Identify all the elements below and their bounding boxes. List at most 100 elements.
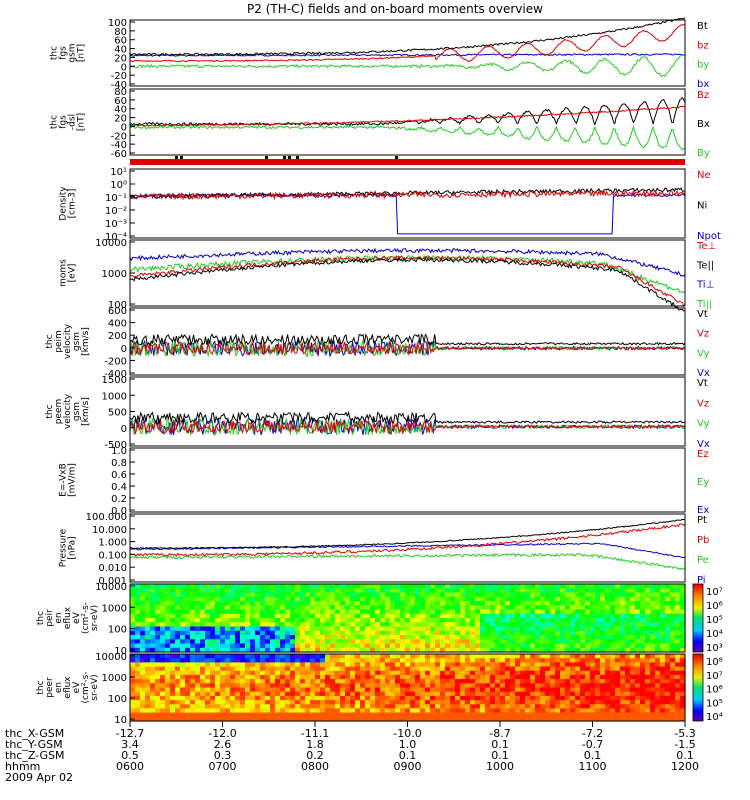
spectrogram-cell (250, 708, 256, 714)
spectrogram-cell (465, 622, 471, 628)
spectrogram-cell (375, 683, 381, 689)
spectrogram-cell (185, 683, 191, 689)
spectrogram-cell (145, 609, 151, 615)
spectrogram-cell (680, 618, 686, 623)
spectrogram-cell (140, 708, 146, 714)
spectrogram-cell (400, 596, 406, 602)
y-tick-label: -40 (111, 80, 127, 91)
spectrogram-cell (155, 584, 161, 589)
spectrogram-cell (305, 630, 311, 636)
spectrogram-cell (610, 687, 616, 693)
spectrogram-cell (180, 588, 186, 594)
spectrogram-cell (460, 622, 466, 628)
spectrogram-cell (385, 584, 391, 589)
spectrogram-cell (235, 712, 241, 718)
spectrogram-cell (630, 708, 636, 714)
spectrogram-cell (400, 674, 406, 680)
spectrogram-cell (500, 592, 506, 598)
spectrogram-cell (540, 662, 546, 668)
spectrogram-cell (475, 704, 481, 710)
spectrogram-cell (375, 635, 381, 640)
spectrogram-cell (275, 666, 281, 672)
spectrogram-cell (660, 588, 666, 594)
spectrogram-cell (415, 708, 421, 714)
spectrogram-cell (385, 670, 391, 676)
spectrogram-cell (550, 716, 556, 722)
spectrogram-cell (440, 626, 446, 632)
spectrogram-cell (675, 601, 681, 606)
spectrogram-cell (615, 622, 621, 628)
spectrogram-cell (430, 626, 436, 632)
spectrogram-cell (335, 626, 341, 632)
spectrogram-cell (320, 695, 326, 701)
spectrogram-cell (355, 609, 361, 615)
spectrogram-cell (490, 679, 496, 684)
spectrogram-cell (575, 596, 581, 602)
spectrogram-cell (555, 588, 561, 594)
spectrogram-cell (540, 635, 546, 640)
spectrogram-cell (560, 654, 566, 659)
spectrogram-cell (240, 687, 246, 693)
spectrogram-cell (370, 635, 376, 640)
spectrogram-cell (300, 643, 306, 649)
spectrogram-cell (385, 683, 391, 689)
spectrogram-cell (355, 687, 361, 693)
spectrogram-cell (270, 666, 276, 672)
spectrogram-cell (365, 613, 371, 619)
spectrogram-cell (380, 700, 386, 705)
spectrogram-cell (495, 658, 501, 663)
spectrogram-cell (400, 630, 406, 636)
spectrogram-cell (675, 592, 681, 598)
spectrogram-cell (615, 626, 621, 632)
spectrogram-cell (355, 708, 361, 714)
spectrogram-cell (320, 584, 326, 589)
spectrogram-cell (380, 588, 386, 594)
spectrogram-cell (140, 662, 146, 668)
spectrogram-cell (185, 609, 191, 615)
spectrogram-cell (365, 704, 371, 710)
series-npot (129, 192, 686, 235)
spectrogram-cell (235, 683, 241, 689)
spectrogram-cell (185, 643, 191, 649)
spectrogram-cell (335, 695, 341, 701)
spectrogram-cell (250, 654, 256, 659)
spectrogram-cell (420, 674, 426, 680)
spectrogram-cell (300, 584, 306, 589)
spectrogram-cell (570, 609, 576, 615)
spectrogram-cell (185, 618, 191, 623)
spectrogram-cell (145, 588, 151, 594)
spectrogram-cell (600, 596, 606, 602)
spectrogram-cell (665, 704, 671, 710)
spectrogram-cell (145, 601, 151, 606)
spectrogram-cell (650, 708, 656, 714)
y-tick-label: 600 (108, 306, 127, 317)
spectrogram-cell (495, 704, 501, 710)
spectrogram-cell (570, 712, 576, 718)
spectrogram-cell (595, 601, 601, 606)
spectrogram-cell (210, 654, 216, 659)
spectrogram-cell (535, 618, 541, 623)
spectrogram-cell (620, 592, 626, 598)
spectrogram-cell (260, 622, 266, 628)
spectrogram-cell (560, 596, 566, 602)
spectrogram-cell (545, 654, 551, 659)
spectrogram-cell (210, 613, 216, 619)
spectrogram-cell (325, 704, 331, 710)
spectrogram-cell (150, 647, 156, 653)
spectrogram-cell (175, 605, 181, 611)
spectrogram-cell (680, 643, 686, 649)
spectrogram-cell (525, 622, 531, 628)
spectrogram-cell (480, 588, 486, 594)
spectrogram-cell (560, 605, 566, 611)
spectrogram-cell (165, 662, 171, 668)
spectrogram-cell (240, 666, 246, 672)
spectrogram-cell (445, 716, 451, 722)
y-axis-label: [cm-3] (68, 189, 78, 219)
spectrogram-cell (185, 704, 191, 710)
spectrogram-cell (165, 605, 171, 611)
spectrogram-cell (475, 679, 481, 684)
spectrogram-cell (530, 596, 536, 602)
spectrogram-cell (435, 708, 441, 714)
spectrogram-cell (395, 712, 401, 718)
spectrogram-cell (675, 635, 681, 640)
